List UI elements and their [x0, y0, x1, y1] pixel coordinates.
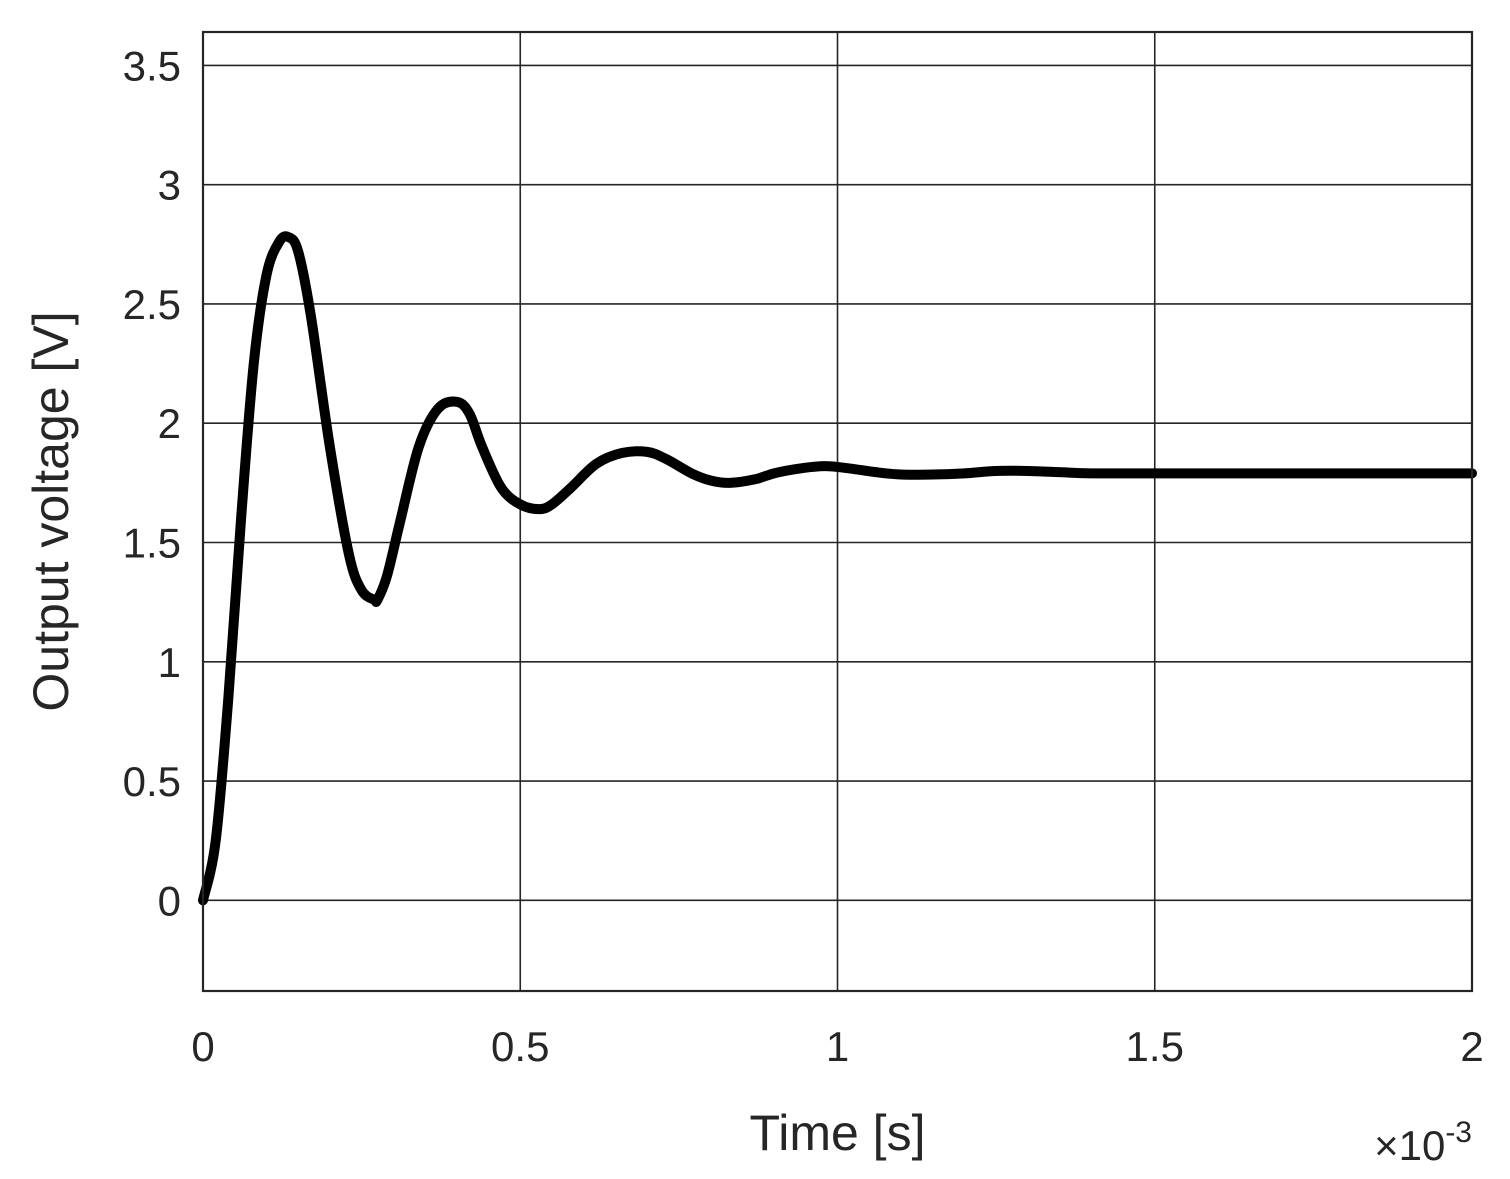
- plot-area: [198, 231, 1477, 906]
- x-tick-label: 0: [191, 1023, 214, 1070]
- axes-box: [201, 30, 1474, 993]
- x-tick-label: 1.5: [1126, 1023, 1184, 1070]
- y-tick-label: 0: [158, 877, 181, 924]
- y-tick-label: 2: [158, 400, 181, 447]
- y-tick-label: 0.5: [123, 758, 181, 805]
- y-tick-label: 2.5: [123, 281, 181, 328]
- series-line: [198, 231, 1477, 906]
- grid: [202, 32, 1473, 991]
- x-tick-label: 1: [826, 1023, 849, 1070]
- y-tick-label: 1.5: [123, 520, 181, 567]
- x-tick-label: 0.5: [491, 1023, 549, 1070]
- y-tick-label: 3: [158, 162, 181, 209]
- y-axis: 0 0.5 1 1.5 2 2.5 3 3.5: [123, 42, 181, 924]
- x-axis-label: Time [s]: [750, 1105, 926, 1161]
- x-tick-label: 2: [1460, 1023, 1483, 1070]
- y-tick-label: 1: [158, 639, 181, 686]
- x-axis-exponent-base: ×10: [1374, 1122, 1445, 1169]
- x-axis-exponent: ×10-3: [1374, 1116, 1472, 1169]
- x-axis-exponent-power: -3: [1445, 1116, 1472, 1149]
- x-axis: 0 0.5 1 1.5 2: [191, 1023, 1483, 1070]
- y-axis-label: Output voltage [V]: [23, 311, 79, 711]
- y-tick-label: 3.5: [123, 42, 181, 89]
